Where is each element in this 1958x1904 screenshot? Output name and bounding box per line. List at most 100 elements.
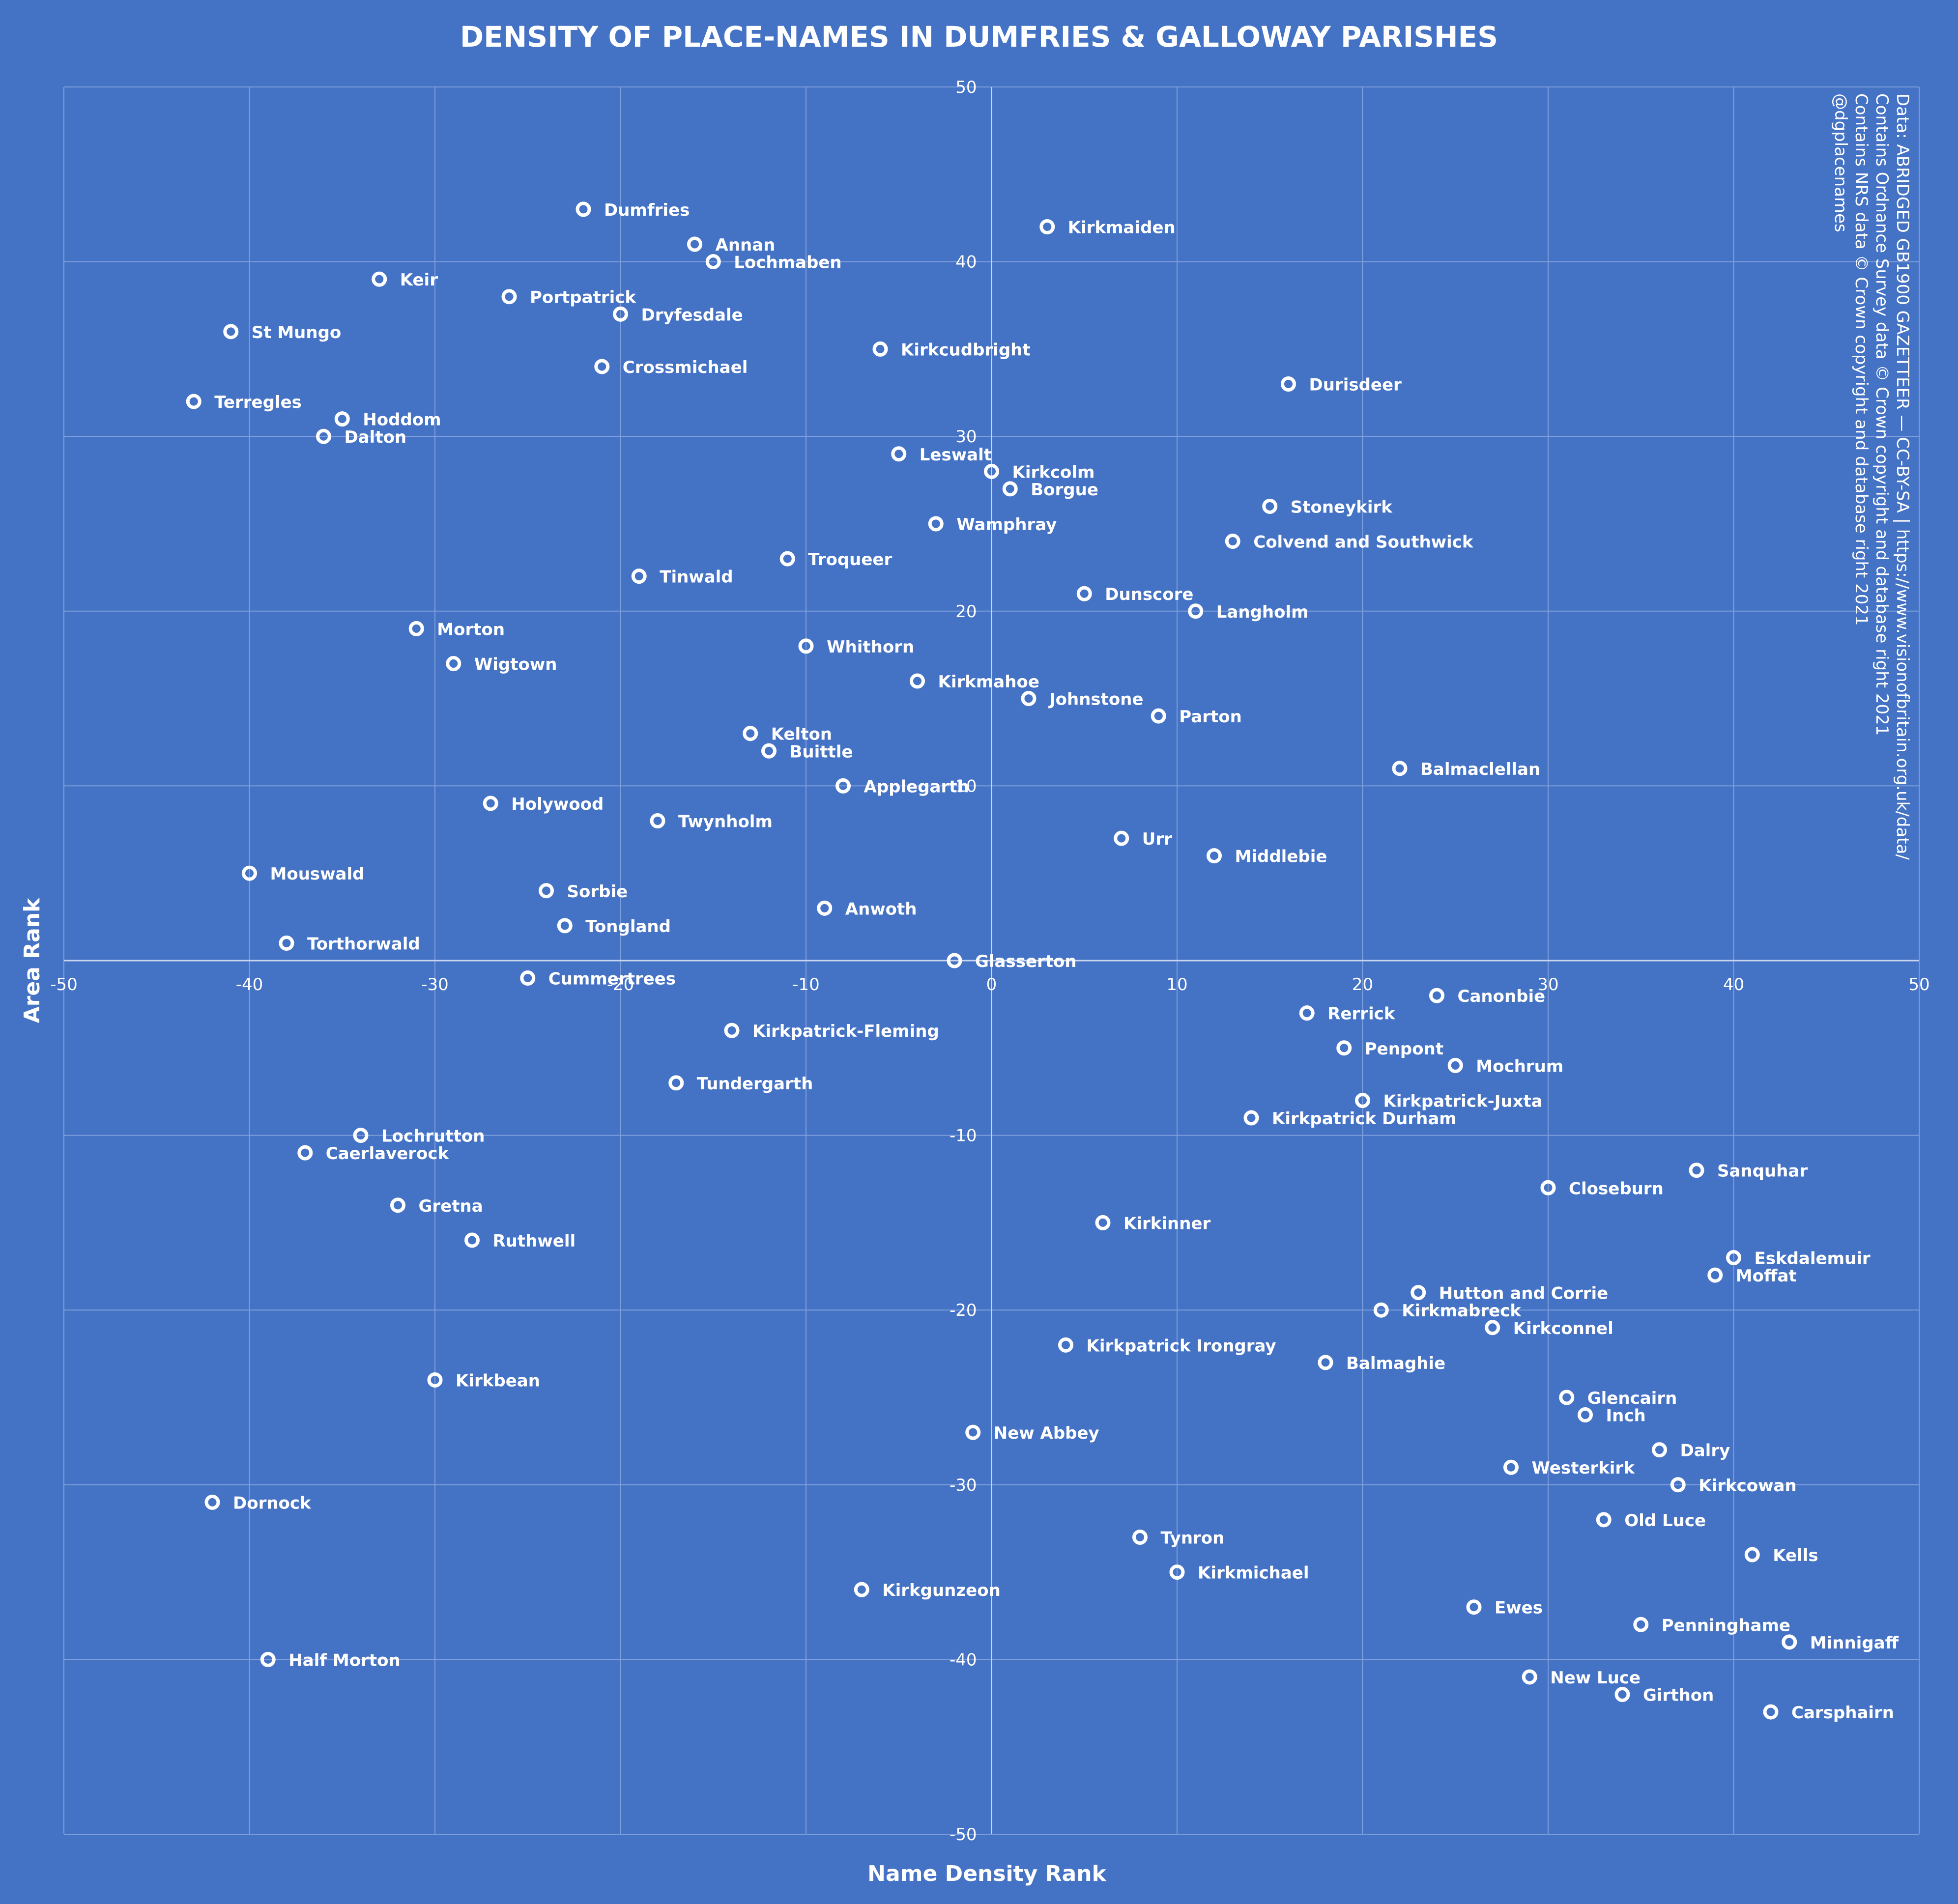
data-point-label: Penninghame xyxy=(1662,1616,1790,1635)
x-tick-label: -10 xyxy=(792,975,820,995)
x-tick-label: 50 xyxy=(1908,975,1929,995)
data-point xyxy=(1633,1617,1649,1632)
x-tick-label: 10 xyxy=(1166,975,1187,995)
data-point-label: Mouswald xyxy=(270,864,365,884)
data-point-label: Cummertrees xyxy=(548,969,676,989)
data-point-label: Annan xyxy=(716,235,776,255)
data-point xyxy=(1614,1687,1630,1703)
data-point xyxy=(372,271,387,287)
data-point-label: Rerrick xyxy=(1327,1004,1396,1024)
data-point xyxy=(279,935,294,951)
data-point-label: Carsphairn xyxy=(1791,1703,1894,1723)
data-point xyxy=(1058,1337,1073,1353)
data-point-label: Glasserton xyxy=(975,952,1077,971)
x-axis-label: Name Density Rank xyxy=(867,1861,1107,1886)
data-point xyxy=(761,743,777,759)
data-point-label: Caerlaverock xyxy=(326,1144,450,1164)
data-point xyxy=(576,201,591,217)
data-point-label: Dryfesdale xyxy=(641,305,743,325)
data-point-label: Kirkconnel xyxy=(1513,1319,1613,1338)
data-point xyxy=(1466,1599,1482,1615)
data-point-label: Balmaghie xyxy=(1346,1354,1445,1373)
data-point xyxy=(1670,1477,1686,1493)
data-point-label: Dalry xyxy=(1680,1441,1730,1461)
data-point xyxy=(390,1197,405,1213)
data-point-label: Wamphray xyxy=(956,515,1057,535)
data-point-label: Kirkmaiden xyxy=(1068,218,1176,237)
x-tick-label: -30 xyxy=(421,975,449,995)
data-point xyxy=(1392,761,1408,776)
data-point-label: Tundergarth xyxy=(697,1074,813,1094)
x-tick-label: -20 xyxy=(607,975,634,995)
data-point xyxy=(1188,603,1204,619)
data-point-label: Canonbie xyxy=(1458,987,1546,1006)
data-point xyxy=(1207,848,1222,864)
data-point xyxy=(1689,1163,1704,1178)
data-point-label: Kirkinner xyxy=(1123,1214,1211,1233)
source-note-line-1: Data: ABRIDGED GB1900 GAZETTEER — CC-BY-… xyxy=(1893,93,1912,860)
data-point xyxy=(1002,481,1018,497)
data-point xyxy=(613,306,628,322)
data-point xyxy=(724,1023,740,1038)
data-point-label: Whithorn xyxy=(827,637,914,657)
y-tick-label: 30 xyxy=(955,427,977,447)
data-point xyxy=(1021,691,1037,707)
x-tick-label: 0 xyxy=(986,975,997,995)
data-point-label: Tinwald xyxy=(660,568,733,587)
data-point xyxy=(316,428,331,444)
data-point xyxy=(1281,376,1296,392)
data-point-label: Kirkcolm xyxy=(1012,462,1095,482)
data-point-label: Kirkpatrick-Fleming xyxy=(752,1022,939,1041)
data-point-label: Gretna xyxy=(419,1196,483,1216)
data-point xyxy=(186,394,202,409)
data-point xyxy=(650,813,665,829)
data-point xyxy=(891,446,907,462)
data-point xyxy=(594,359,610,374)
data-point-label: Mochrum xyxy=(1476,1056,1563,1076)
y-tick-label: 20 xyxy=(955,602,977,622)
data-point xyxy=(1355,1092,1370,1108)
data-point xyxy=(928,516,944,532)
data-point-label: Dumfries xyxy=(604,200,690,220)
data-point xyxy=(464,1232,480,1248)
data-point xyxy=(557,918,573,934)
y-tick-label: 10 xyxy=(955,776,977,796)
data-point-label: Colvend and Southwick xyxy=(1253,533,1474,552)
data-point-label: Kirkbean xyxy=(456,1371,540,1391)
data-point xyxy=(1596,1512,1612,1528)
data-point xyxy=(1373,1302,1389,1318)
data-point xyxy=(1726,1250,1741,1266)
data-point xyxy=(947,953,962,968)
data-point xyxy=(1299,1005,1315,1021)
data-point xyxy=(408,621,424,636)
chart-title: DENSITY OF PLACE-NAMES IN DUMFRIES & GAL… xyxy=(460,20,1498,54)
data-point xyxy=(743,726,758,741)
data-point xyxy=(1503,1459,1519,1475)
data-point-label: Lochrutton xyxy=(381,1127,485,1146)
data-point xyxy=(1411,1285,1426,1301)
data-point xyxy=(1243,1110,1259,1126)
data-point xyxy=(446,655,461,671)
data-point-label: Ruthwell xyxy=(493,1231,576,1251)
data-point xyxy=(1447,1057,1463,1073)
data-point xyxy=(1707,1267,1723,1283)
data-point-label: Hutton and Corrie xyxy=(1439,1284,1608,1304)
data-point xyxy=(1485,1320,1500,1336)
data-point-label: Troqueer xyxy=(808,550,892,569)
source-note-line-4: @dgplacenames xyxy=(1831,93,1850,232)
data-point xyxy=(1262,498,1278,514)
data-point xyxy=(965,1424,981,1440)
axes xyxy=(64,87,1919,1834)
data-point xyxy=(687,236,702,252)
data-point-label: Kirkpatrick Durham xyxy=(1272,1109,1457,1129)
data-point-label: Torthorwald xyxy=(307,934,420,954)
data-point-label: Holywood xyxy=(511,795,604,814)
data-point xyxy=(1076,586,1092,601)
data-point-label: Hoddom xyxy=(363,410,441,430)
y-tick-label: -40 xyxy=(950,1650,977,1670)
data-point-label: Twynholm xyxy=(678,812,773,832)
x-tick-label: 20 xyxy=(1352,975,1373,995)
data-point-label: Closeburn xyxy=(1569,1179,1664,1198)
data-point xyxy=(204,1494,220,1510)
